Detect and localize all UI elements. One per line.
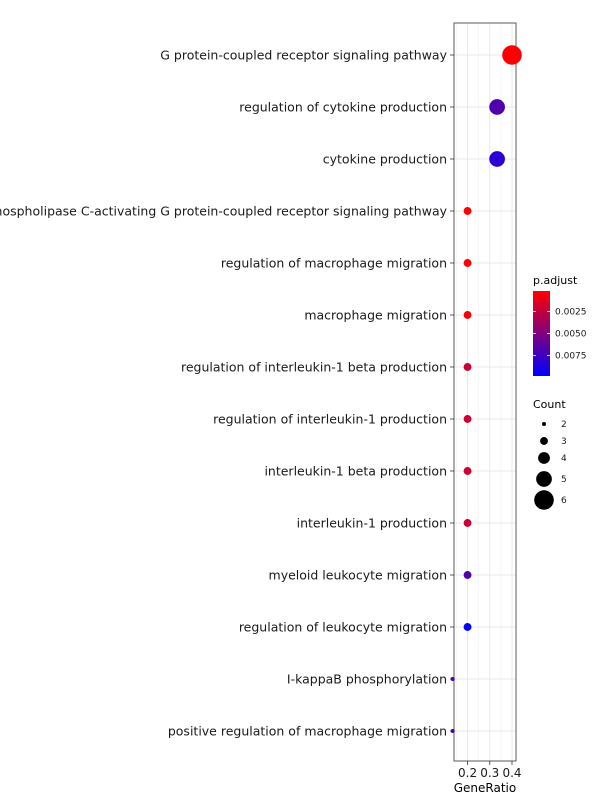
- color-tick-label: 0.0050: [555, 330, 587, 340]
- x-tick-label: 0.4: [502, 766, 521, 780]
- term-label: regulation of cytokine production: [239, 100, 447, 115]
- color-tick-label: 0.0075: [555, 352, 587, 362]
- color-tick-label: 0.0025: [555, 307, 587, 317]
- term-label: interleukin-1 production: [297, 516, 447, 531]
- data-point: [450, 677, 455, 681]
- term-label: phospholipase C-activating G protein-cou…: [0, 204, 448, 219]
- term-label: regulation of macrophage migration: [221, 256, 447, 271]
- size-key-dot: [534, 490, 554, 510]
- data-point: [489, 151, 505, 167]
- size-key-dot: [536, 471, 552, 487]
- data-point: [463, 207, 472, 215]
- size-key-dot: [540, 437, 548, 445]
- term-label: regulation of interleukin-1 beta product…: [181, 360, 447, 375]
- color-legend: p.adjust 0.0025 0.0050 0.0075: [533, 274, 587, 376]
- data-point: [450, 729, 455, 733]
- x-axis: 0.2 0.3 0.4: [458, 761, 522, 780]
- data-point: [463, 519, 472, 527]
- data-point: [463, 467, 472, 475]
- size-key-label: 2: [561, 420, 567, 430]
- data-point: [463, 363, 472, 371]
- size-key-label: 3: [561, 437, 567, 447]
- x-axis-title: GeneRatio: [454, 781, 516, 795]
- term-label: interleukin-1 beta production: [264, 464, 447, 479]
- term-label: positive regulation of macrophage migrat…: [168, 724, 447, 739]
- size-legend: Count 2 3 4 5 6: [533, 398, 567, 510]
- term-label: G protein-coupled receptor signaling pat…: [160, 48, 447, 63]
- term-labels: G protein-coupled receptor signaling pat…: [0, 48, 454, 739]
- color-legend-ticks: 0.0025 0.0050 0.0075: [533, 307, 587, 362]
- term-label: cytokine production: [323, 152, 447, 167]
- x-tick-label: 0.3: [480, 766, 499, 780]
- size-key-dot: [538, 452, 550, 464]
- grid: [454, 23, 516, 761]
- size-key-label: 5: [561, 475, 567, 485]
- term-label: myeloid leukocyte migration: [269, 568, 447, 583]
- data-point: [463, 623, 472, 631]
- term-label: macrophage migration: [304, 308, 447, 323]
- size-key-label: 6: [561, 496, 567, 506]
- data-point: [502, 45, 522, 65]
- size-key-label: 4: [561, 454, 567, 464]
- data-point: [463, 415, 472, 423]
- plot-panel: [453, 22, 517, 762]
- size-key-dot: [542, 422, 546, 426]
- points: [450, 45, 522, 733]
- data-point: [489, 99, 505, 115]
- term-label: regulation of interleukin-1 production: [213, 412, 447, 427]
- term-label: I-kappaB phosphorylation: [287, 672, 447, 687]
- color-legend-title: p.adjust: [533, 274, 578, 287]
- color-bar: [533, 291, 550, 376]
- data-point: [463, 259, 472, 267]
- data-point: [463, 571, 472, 579]
- x-tick-label: 0.2: [458, 766, 477, 780]
- size-legend-keys: 2 3 4 5 6: [534, 420, 567, 510]
- data-point: [463, 311, 472, 319]
- term-label: regulation of leukocyte migration: [239, 620, 447, 635]
- size-legend-title: Count: [533, 398, 566, 411]
